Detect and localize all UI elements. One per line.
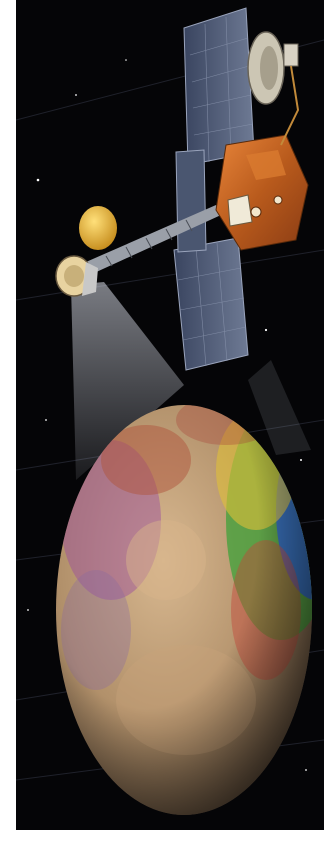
solar-panel-icon — [183, 7, 255, 166]
gold-antenna-icon — [79, 206, 117, 250]
solar-panel-mid — [175, 149, 207, 253]
sensor-beam — [71, 282, 184, 480]
spacecraft — [215, 134, 309, 251]
stars — [27, 59, 307, 771]
solar-panel-lower — [173, 237, 249, 371]
space-illustration — [16, 0, 324, 830]
planet — [56, 405, 312, 815]
solar-panel-upper — [183, 7, 255, 166]
instrument-boom — [86, 205, 221, 274]
dish-antenna — [247, 31, 300, 146]
sensor-beam-right — [248, 360, 311, 455]
instrument-head — [55, 255, 98, 297]
